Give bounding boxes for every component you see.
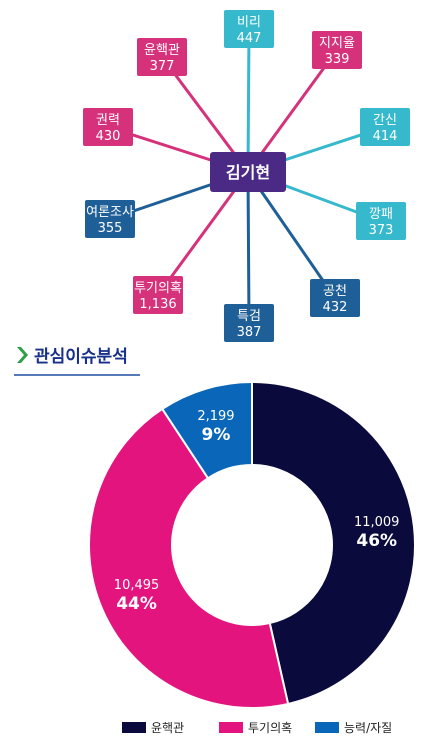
center-node-box (210, 152, 286, 192)
keyword-node-box (224, 10, 274, 48)
keyword-label: 비리 (237, 15, 261, 30)
legend-item: 능력/자질 (315, 721, 392, 735)
keyword-node-box (137, 38, 187, 76)
keyword-node-box (224, 304, 274, 342)
section-title: 관심이슈분석 (34, 347, 128, 367)
keyword-label: 여론조사 (86, 205, 134, 220)
keyword-count: 414 (373, 129, 398, 144)
keyword-label: 윤핵관 (144, 43, 180, 58)
legend-label: 능력/자질 (344, 721, 392, 735)
legend-item: 투기의혹 (219, 721, 292, 735)
legend-swatch (219, 722, 243, 733)
keyword-node-box (85, 200, 135, 238)
keyword-node-box (133, 276, 183, 314)
slice-percent-label: 9% (202, 425, 231, 445)
legend-swatch (122, 722, 146, 733)
keyword-node-box (360, 108, 410, 146)
legend-label: 투기의혹 (248, 721, 292, 735)
keyword-count: 355 (98, 221, 123, 236)
donut-slice (88, 407, 290, 709)
keyword-node-box (312, 31, 362, 69)
keyword-count: 447 (237, 31, 262, 46)
legend-swatch (315, 722, 339, 733)
legend-item: 윤핵관 (122, 721, 184, 735)
connector-line (246, 49, 339, 173)
keyword-label: 특검 (237, 309, 261, 324)
keyword-count: 377 (150, 59, 175, 74)
keyword-count: 1,136 (139, 297, 176, 312)
section-header: 관심이슈분석 (14, 347, 140, 376)
keyword-count: 430 (96, 129, 121, 144)
keyword-label: 투기의혹 (134, 281, 182, 296)
keyword-node-box (83, 108, 133, 146)
keyword-count: 387 (237, 325, 262, 340)
donut-slice (160, 380, 253, 480)
slice-percent-label: 46% (356, 531, 397, 551)
keyword-label: 지지율 (319, 36, 355, 51)
keyword-label: 공천 (323, 284, 347, 299)
slice-percent-label: 44% (116, 594, 157, 614)
slice-value-label: 11,009 (354, 515, 400, 530)
connector-line (156, 171, 250, 296)
keyword-count: 432 (323, 300, 348, 315)
chart-legend: 윤핵관 투기의혹 능력/자질 (122, 721, 392, 735)
legend-label: 윤핵관 (151, 721, 184, 735)
keyword-node-box (310, 279, 360, 317)
center-node-label: 김기현 (226, 163, 270, 182)
network-center: 김기현 (210, 152, 286, 192)
donut-slice (251, 380, 416, 706)
chevron-right-icon (17, 347, 28, 363)
slice-value-label: 10,495 (114, 578, 160, 593)
keyword-node-box (356, 202, 406, 240)
keyword-label: 간신 (373, 113, 397, 128)
keyword-count: 373 (369, 223, 394, 238)
slice-value-label: 2,199 (197, 409, 234, 424)
connector-line (246, 28, 251, 173)
keyword-label: 깡패 (369, 207, 393, 222)
keyword-count: 339 (325, 52, 350, 67)
connector-line (246, 171, 251, 324)
connector-line (246, 171, 337, 299)
keyword-label: 권력 (96, 113, 120, 128)
